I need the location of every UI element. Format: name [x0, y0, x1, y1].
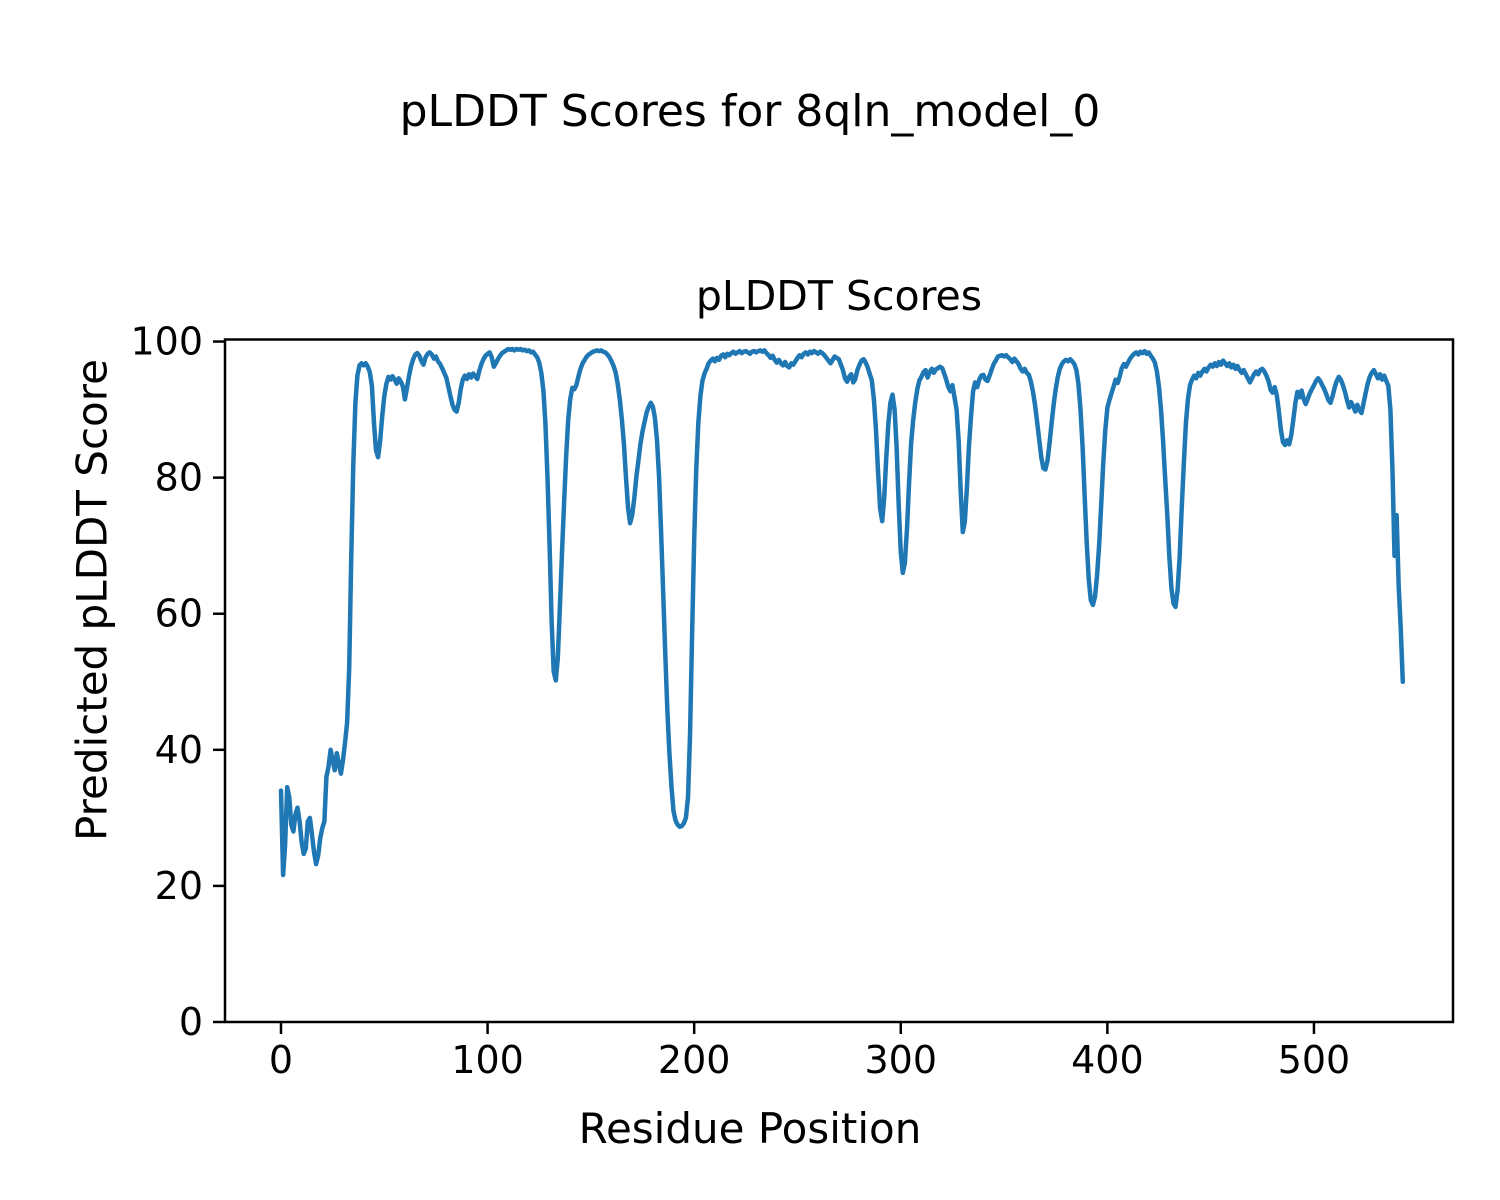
y-tick-label: 40 [155, 728, 203, 772]
x-tick-label: 100 [451, 1038, 524, 1082]
figure-title: pLDDT Scores for 8qln_model_0 [399, 86, 1101, 137]
axes-title: pLDDT Scores [695, 272, 983, 320]
x-tick-label: 0 [269, 1038, 293, 1082]
y-axis-label: Predicted pLDDT Score [67, 359, 117, 841]
y-tick-label: 20 [155, 864, 203, 908]
y-tick-label: 0 [179, 1000, 203, 1044]
x-tick-label: 300 [865, 1038, 938, 1082]
x-axis-label: Residue Position [578, 1104, 922, 1153]
x-tick-label: 200 [658, 1038, 731, 1082]
y-tick-label: 100 [130, 320, 203, 364]
x-tick-label: 500 [1278, 1038, 1351, 1082]
axes-spines [223, 338, 1455, 1024]
x-tick-label: 400 [1071, 1038, 1144, 1082]
y-tick-label: 80 [155, 456, 203, 500]
plddt-line [278, 346, 1406, 878]
y-tick-label: 60 [155, 592, 203, 636]
